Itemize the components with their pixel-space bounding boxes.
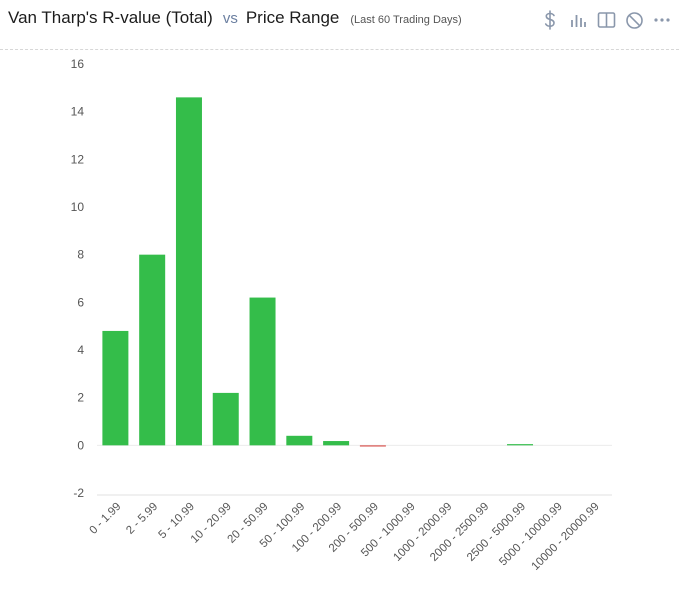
y-tick-label: 8 (77, 248, 84, 262)
bar-4 (249, 297, 276, 446)
more-options-icon[interactable] (651, 9, 673, 31)
split-view-icon[interactable] (595, 9, 617, 31)
x-tick-label: 2 - 5.99 (124, 501, 160, 537)
x-tick-label: 10000 - 20000.99 (529, 501, 601, 573)
toolbar (539, 9, 673, 31)
bar-5 (286, 435, 313, 446)
bar-chart-icon[interactable] (567, 9, 589, 31)
y-tick-label: 6 (77, 295, 84, 309)
bar-7 (359, 445, 386, 447)
y-tick-label: 4 (77, 343, 84, 357)
chart-header: Van Tharp's R-value (Total) vs Price Ran… (0, 0, 679, 50)
y-tick-label: 0 (77, 438, 84, 452)
x-tick-label: 0 - 1.99 (87, 501, 123, 537)
bar-11 (507, 444, 534, 446)
bar-3 (212, 392, 239, 446)
y-tick-label: 16 (71, 57, 85, 71)
chart-area: 16 14 12 10 8 6 4 2 0 -2 0 - 1.99 2 - 5.99 5 - 10.99… (0, 50, 679, 606)
disable-icon[interactable] (623, 9, 645, 31)
period-label: (Last 60 Trading Days) (350, 14, 462, 26)
y-tick-label: 2 (77, 391, 84, 405)
bar-6 (323, 441, 350, 446)
y-tick-label: 10 (71, 200, 85, 214)
dimension-title: Price Range (245, 8, 340, 27)
bar-0 (102, 330, 129, 446)
dollar-icon[interactable] (539, 9, 561, 31)
y-tick-label: 14 (71, 105, 85, 119)
x-tick-label: 5000 - 10000.99 (497, 501, 565, 569)
metric-title: Van Tharp's R-value (Total) (8, 8, 213, 27)
bar-1 (139, 254, 166, 446)
y-tick-label: 12 (71, 152, 85, 166)
title-row: Van Tharp's R-value (Total) vs Price Ran… (8, 8, 462, 28)
y-tick-label: -2 (73, 486, 84, 500)
bar-2 (175, 97, 202, 446)
vs-label: vs (222, 10, 238, 27)
